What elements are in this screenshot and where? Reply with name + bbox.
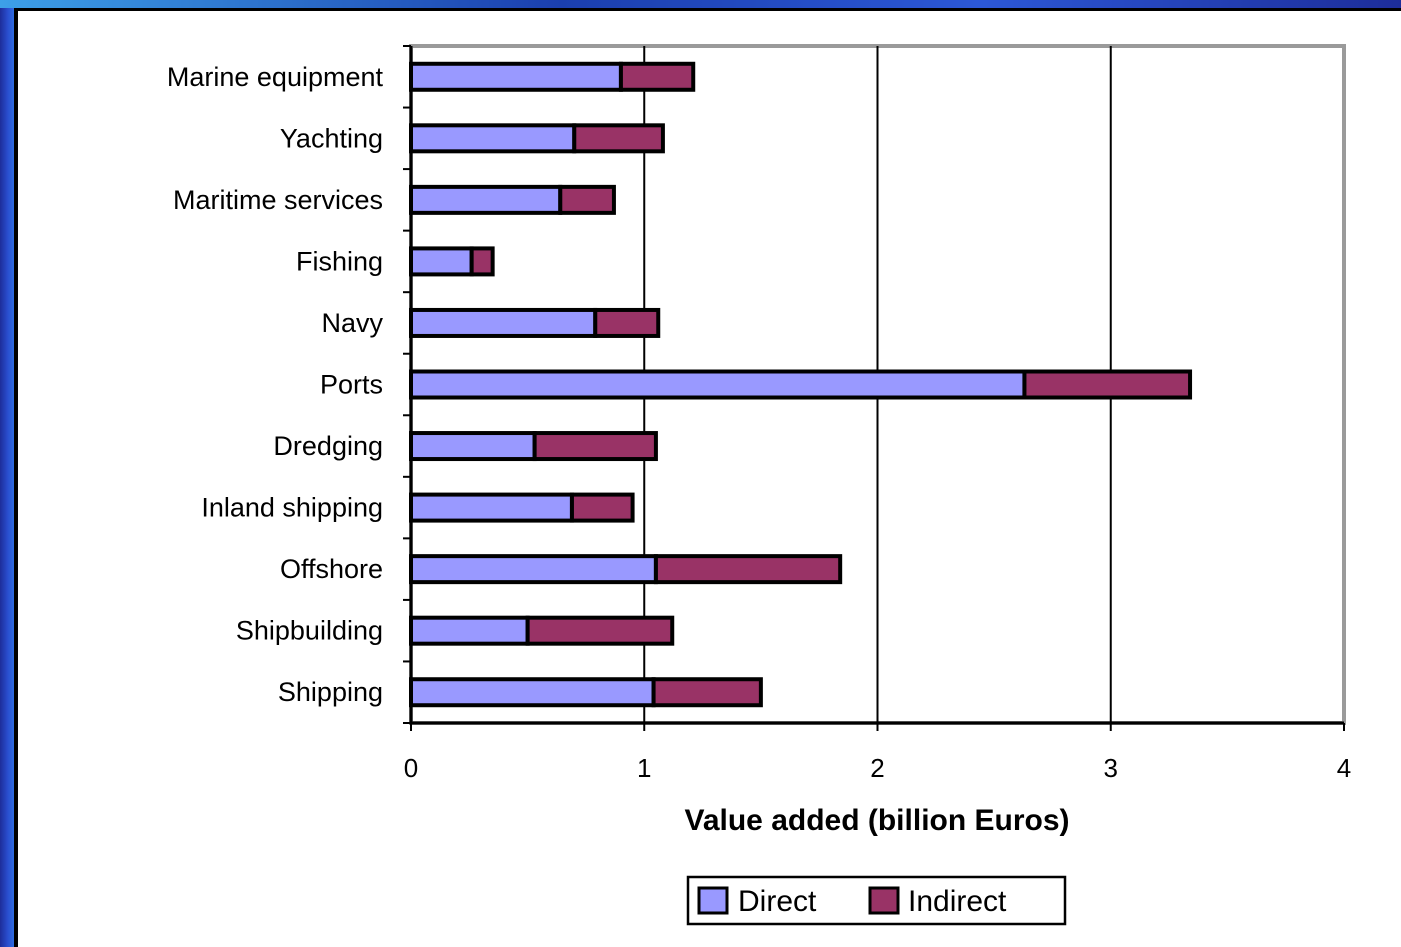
bar-indirect-inland-shipping xyxy=(569,492,635,523)
bar-indirect-fishing xyxy=(469,246,495,277)
x-tick-label: 0 xyxy=(404,753,418,783)
slide-left-rule xyxy=(14,8,18,947)
bar-indirect-shipbuilding xyxy=(525,615,675,646)
bar-direct-yachting xyxy=(409,123,577,154)
bar-indirect-yachting xyxy=(572,123,665,154)
bar-direct-fishing xyxy=(409,246,474,277)
bar-direct-ports xyxy=(409,369,1027,400)
x-tick-label: 3 xyxy=(1104,753,1118,783)
slide-top-border xyxy=(0,0,1401,8)
bar-direct-inland-shipping xyxy=(409,492,574,523)
category-label: Shipping xyxy=(278,677,383,707)
bar-direct-navy xyxy=(409,307,598,338)
category-label: Yachting xyxy=(280,123,383,153)
category-label: Dredging xyxy=(273,431,383,461)
legend: Direct Indirect xyxy=(686,875,1067,926)
category-label: Maritime services xyxy=(173,185,383,215)
bar-direct-shipping xyxy=(409,677,656,708)
x-tick-label: 4 xyxy=(1337,753,1351,783)
category-label: Fishing xyxy=(296,246,383,276)
category-label: Inland shipping xyxy=(201,493,383,523)
category-label: Marine equipment xyxy=(167,62,384,92)
legend-swatch-direct xyxy=(697,886,729,915)
category-labels: Marine equipment Yachting Maritime service… xyxy=(167,62,384,707)
x-tick-labels: 0 1 2 3 4 xyxy=(404,753,1351,783)
axes xyxy=(403,45,1345,731)
bar-indirect-maritime-services xyxy=(558,184,616,215)
category-label: Offshore xyxy=(280,554,383,584)
bar-indirect-navy xyxy=(593,307,661,338)
category-label: Shipbuilding xyxy=(236,616,383,646)
bar-direct-marine-equipment xyxy=(409,61,623,92)
bar-indirect-dredging xyxy=(532,431,658,462)
bar-indirect-offshore xyxy=(653,554,843,585)
bars xyxy=(409,61,1193,708)
bar-indirect-marine-equipment xyxy=(618,61,696,92)
x-tick-label: 2 xyxy=(870,753,884,783)
bar-indirect-shipping xyxy=(651,677,763,708)
legend-label-direct: Direct xyxy=(738,885,817,918)
x-tick-label: 1 xyxy=(637,753,651,783)
category-label: Navy xyxy=(321,308,383,338)
category-label: Ports xyxy=(320,370,383,400)
bar-direct-maritime-services xyxy=(409,184,563,215)
bar-indirect-ports xyxy=(1022,369,1193,400)
legend-swatch-indirect xyxy=(868,886,900,915)
x-axis-label: Value added (billion Euros) xyxy=(684,804,1069,837)
bar-direct-offshore xyxy=(409,554,658,585)
slide-top-rule xyxy=(18,8,1401,11)
legend-label-indirect: Indirect xyxy=(908,885,1007,918)
bar-direct-shipbuilding xyxy=(409,615,530,646)
bar-direct-dredging xyxy=(409,431,537,462)
